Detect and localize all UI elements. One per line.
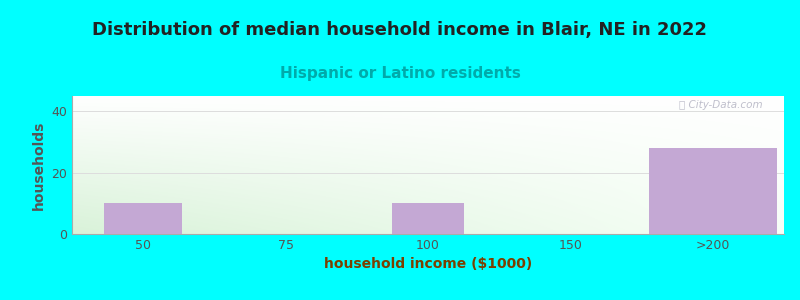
Bar: [104, 203, 182, 234]
Text: Distribution of median household income in Blair, NE in 2022: Distribution of median household income …: [93, 21, 707, 39]
X-axis label: household income ($1000): household income ($1000): [324, 257, 532, 272]
Text: Hispanic or Latino residents: Hispanic or Latino residents: [279, 66, 521, 81]
Text: Ⓢ City-Data.com: Ⓢ City-Data.com: [679, 100, 762, 110]
Y-axis label: households: households: [32, 120, 46, 210]
Bar: [392, 203, 464, 234]
Bar: [649, 148, 777, 234]
